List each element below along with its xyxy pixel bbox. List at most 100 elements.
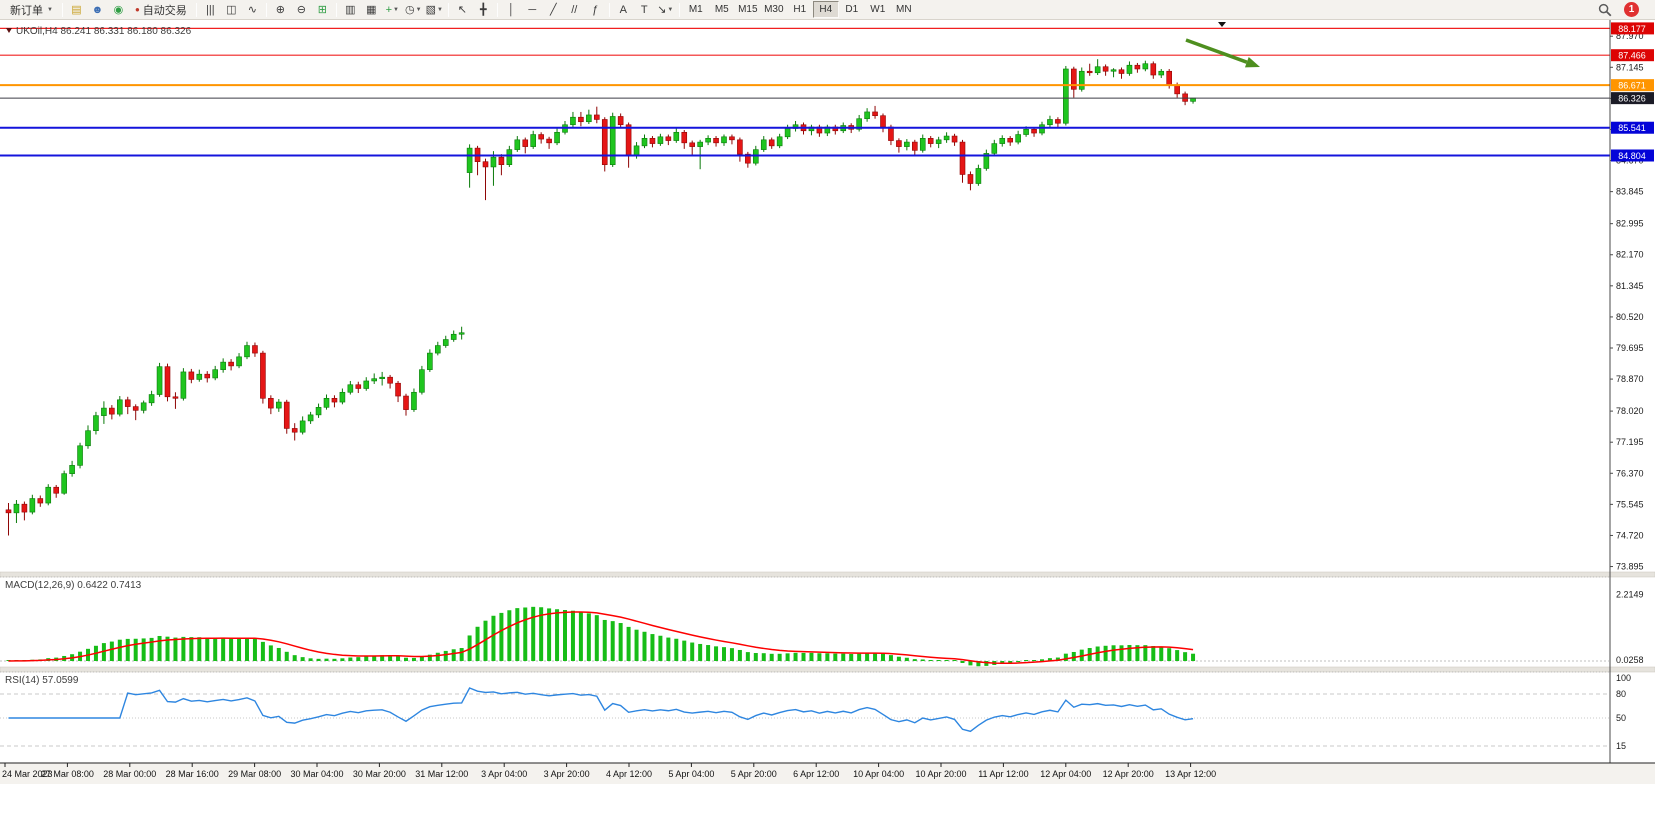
candle-body [1094, 66, 1101, 74]
candle-body [586, 114, 592, 123]
timeframe-m5-button[interactable]: M5 [714, 4, 729, 15]
macd-histogram-bar [833, 653, 838, 661]
macd-histogram-bar [1191, 653, 1196, 661]
period-icon: ◷ [405, 4, 415, 16]
search-icon[interactable] [1594, 1, 1615, 19]
macd-histogram-bar [515, 608, 520, 661]
macd-histogram-bar [594, 615, 599, 661]
candle-body [117, 399, 123, 415]
toolbar-separator [61, 2, 63, 17]
timeframe-h4-button[interactable]: H4 [812, 1, 839, 18]
candle-body [1031, 128, 1037, 134]
macd-histogram-bar [308, 658, 313, 661]
main-toolbar: 新订单 ▼ ▤ ☻ ◉ ● 自动交易 ||| ◫ ∿ ⊕ ⊖ ⊞ ▥ ▦ + ▼ ◷ ▼ ▧ ▼ ↖ ╋ │ ─ ╱//ƒ A T ↘ ▼… [0, 0, 1655, 20]
candle-body [1126, 64, 1133, 74]
trend-arrow-head[interactable] [1244, 57, 1260, 68]
macd-histogram-bar [904, 657, 909, 661]
macd-histogram-bar [888, 655, 893, 661]
new-chart-icon[interactable]: + ▼ [382, 1, 403, 19]
macd-histogram-bar [563, 610, 567, 661]
macd-histogram-bar [642, 631, 647, 661]
macd-histogram-bar [1071, 651, 1076, 661]
macd-histogram-bar [793, 652, 798, 661]
time-axis[interactable] [0, 763, 1655, 784]
zoom-out-icon[interactable]: ⊖ [291, 1, 312, 19]
price-axis-label: 75.545 [1616, 499, 1644, 509]
timeframe-w1-button[interactable]: W1 [870, 4, 886, 15]
candle-body [283, 401, 290, 429]
profile-icon: ☻ [91, 3, 104, 16]
vertical-line-icon[interactable]: │ [501, 1, 522, 19]
bar-chart-icon: ||| [206, 3, 215, 16]
candle-body [880, 115, 886, 128]
time-axis-label: 5 Apr 04:00 [668, 769, 714, 779]
timeframe-h1-button[interactable]: H1 [793, 4, 807, 15]
toolbar-separator [195, 2, 197, 17]
bar-chart-icon[interactable]: ||| [200, 1, 221, 19]
candle-body [1039, 124, 1045, 134]
macd-histogram-bar [1151, 646, 1156, 661]
macd-histogram-bar [729, 648, 734, 661]
chart-window-icon[interactable]: ▤ [66, 1, 87, 19]
candle-body [13, 503, 20, 514]
candle-body [315, 407, 322, 416]
tile-windows-icon[interactable]: ⊞ [312, 1, 333, 19]
chart-canvas[interactable]: 87.97087.14586.32085.49584.67083.84582.9… [0, 20, 1655, 784]
price-axis-label: 87.145 [1616, 62, 1644, 72]
candle-body [101, 407, 107, 416]
trend-arrow-object[interactable] [1185, 38, 1248, 64]
arrows-icon[interactable]: ↘ ▼ [655, 1, 676, 19]
rsi-label: RSI(14) 57.0599 [5, 675, 79, 686]
candle-body [1182, 93, 1188, 102]
macd-histogram-bar [1016, 661, 1021, 663]
label-icon[interactable]: T [634, 1, 655, 19]
fibonacci-icon[interactable]: ƒ [585, 1, 606, 19]
channel-icon[interactable]: // [564, 1, 585, 19]
price-axis[interactable] [1610, 20, 1655, 763]
price-badge [1611, 79, 1654, 92]
zoom-in-icon[interactable]: ⊕ [270, 1, 291, 19]
macd-histogram-bar [809, 652, 814, 661]
candlestick-chart-icon[interactable]: ◫ [221, 1, 242, 19]
macd-histogram-bar [396, 656, 401, 661]
timeframe-mn-button[interactable]: MN [896, 4, 912, 15]
crosshair-icon[interactable]: ╋ [473, 1, 494, 19]
candle-body [1055, 119, 1061, 124]
text-icon[interactable]: A [613, 1, 634, 19]
macd-histogram-bar [491, 615, 496, 661]
macd-histogram-bar [841, 653, 846, 661]
arrange-windows-icon[interactable]: ▦ [361, 1, 382, 19]
candle-body [1071, 68, 1077, 90]
macd-histogram-bar [276, 647, 281, 661]
line-chart-icon[interactable]: ∿ [242, 1, 263, 19]
candle-body [132, 406, 139, 411]
new-order-button[interactable]: 新订单 ▼ [4, 1, 59, 19]
horizontal-line-icon[interactable]: ─ [522, 1, 543, 19]
candle-body [419, 369, 425, 393]
cursor-icon[interactable]: ↖ [452, 1, 473, 19]
time-axis-label: 12 Apr 20:00 [1103, 769, 1154, 779]
macd-histogram-bar [141, 638, 146, 661]
timeframe-m30-button[interactable]: M30 [764, 4, 784, 15]
auto-trading-button[interactable]: ● 自动交易 [129, 1, 193, 19]
cascade-windows-icon[interactable]: ▥ [340, 1, 361, 19]
macd-histogram-bar [117, 639, 122, 661]
time-axis-label: 27 Mar 08:00 [41, 769, 94, 779]
indicators-icon[interactable]: ▧ ▼ [424, 1, 445, 19]
pane-splitter[interactable] [0, 571, 1655, 578]
pane-splitter[interactable] [0, 666, 1655, 673]
candle-body [1134, 64, 1141, 70]
period-icon[interactable]: ◷ ▼ [403, 1, 424, 19]
support-icon[interactable]: ◉ [108, 1, 129, 19]
notification-badge[interactable]: 1 [1624, 2, 1639, 17]
trendline-icon[interactable]: ╱ [543, 1, 564, 19]
timeframe-m15-button[interactable]: M15 [738, 4, 758, 15]
candle-body [252, 345, 258, 354]
profile-icon[interactable]: ☻ [87, 1, 108, 19]
timeframe-m1-button[interactable]: M1 [688, 4, 703, 15]
candle-body [69, 465, 75, 474]
timeframe-d1-button[interactable]: D1 [845, 4, 859, 15]
candle-body [665, 136, 672, 141]
vertical-line-icon: │ [507, 3, 515, 16]
candle-body [299, 420, 306, 433]
